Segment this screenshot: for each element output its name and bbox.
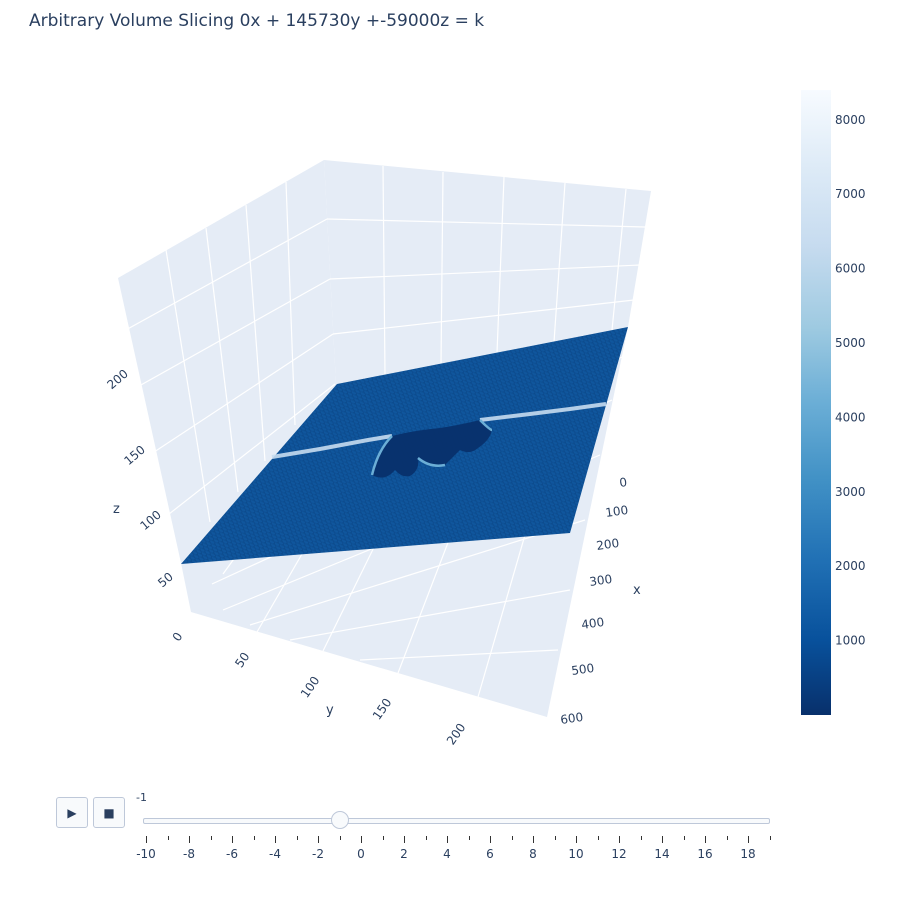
slider-tick xyxy=(210,836,212,840)
slider-label: 2 xyxy=(400,847,408,861)
colorbar-tick-label: 5000 xyxy=(835,336,866,350)
slider-tick xyxy=(619,836,620,843)
y-tick-label: 0 xyxy=(170,630,186,644)
surface-ridge-right xyxy=(479,402,607,422)
slider-label: -4 xyxy=(269,847,281,861)
slice-surface[interactable] xyxy=(181,327,628,564)
slider-label: -8 xyxy=(183,847,195,861)
x-tick-label: 100 xyxy=(604,503,629,520)
slider-label: 10 xyxy=(568,847,584,861)
z-tick-label: 100 xyxy=(137,508,164,533)
back-wall-yz xyxy=(118,160,336,563)
slider-tick xyxy=(468,836,470,840)
colorbar-tick-label: 2000 xyxy=(835,559,866,573)
slider-tick xyxy=(490,836,491,843)
slider-tick xyxy=(382,836,384,840)
slider-tick xyxy=(576,836,577,843)
slider-label: 8 xyxy=(529,847,537,861)
slider-tick xyxy=(662,836,663,843)
y-tick-label: 100 xyxy=(298,674,323,701)
slider-tick xyxy=(318,836,319,843)
slider-current-label: -1 xyxy=(136,791,147,804)
slider-tick xyxy=(275,836,276,843)
x-axis-title: x xyxy=(633,583,641,598)
slider-grip[interactable] xyxy=(330,811,349,829)
y-tick-label: 150 xyxy=(370,696,395,723)
y-axis-title: y xyxy=(326,703,334,718)
x-tick-label: 400 xyxy=(580,615,605,632)
chart-title: Arbitrary Volume Slicing 0x + 145730y +-… xyxy=(29,11,485,31)
colorbar-tick-label: 7000 xyxy=(835,187,866,201)
surface-feature-rim xyxy=(370,419,493,476)
slider-tick xyxy=(253,836,255,840)
x-tick-label: 300 xyxy=(588,572,613,589)
stop-button[interactable]: ■ xyxy=(93,797,125,828)
play-icon: ▶ xyxy=(67,805,77,820)
slider-tick xyxy=(533,836,534,843)
slider-tick xyxy=(554,836,556,840)
slider-label: 4 xyxy=(443,847,451,861)
slider-tick xyxy=(339,836,341,840)
slider-tick xyxy=(404,836,405,843)
slider-tick xyxy=(705,836,706,843)
slider-tick xyxy=(425,836,427,840)
y-tick-label: 200 xyxy=(444,721,469,748)
slider-label: 14 xyxy=(654,847,670,861)
slider-tick xyxy=(640,836,642,840)
slider-rail[interactable] xyxy=(143,818,770,824)
colorbar-tick-label: 8000 xyxy=(835,113,866,127)
colorbar-tick-label: 1000 xyxy=(835,634,866,648)
slider-tick xyxy=(232,836,233,843)
slider-label: 12 xyxy=(611,847,627,861)
colorbar-tick-label: 6000 xyxy=(835,262,866,276)
surface-feature xyxy=(372,420,492,478)
z-tick-label: 200 xyxy=(104,367,131,392)
slider-tick xyxy=(597,836,599,840)
colorbar-ticks: 1000 2000 3000 4000 5000 6000 7000 8000 xyxy=(835,113,866,648)
y-tick-label: 50 xyxy=(232,650,252,671)
stop-icon: ■ xyxy=(103,805,115,820)
slider-tick xyxy=(683,836,685,840)
slider-tick xyxy=(296,836,298,840)
slider-tick xyxy=(189,836,190,843)
slider-tick xyxy=(447,836,448,843)
slider-label: -10 xyxy=(136,847,156,861)
slider-tick xyxy=(511,836,513,840)
z-tick-label: 50 xyxy=(155,570,176,591)
surface-ridge-left xyxy=(271,434,393,459)
x-tick-label: 0 xyxy=(618,475,628,490)
x-tick-label: 600 xyxy=(559,710,584,727)
slider-tick xyxy=(748,836,749,843)
z-axis-title: z xyxy=(113,502,120,517)
colorbar-tick-label: 3000 xyxy=(835,485,866,499)
slider-tick xyxy=(361,836,362,843)
play-button[interactable]: ▶ xyxy=(56,797,88,828)
slider-label: -6 xyxy=(226,847,238,861)
slider-label: -2 xyxy=(312,847,324,861)
colorbar xyxy=(801,90,831,715)
slider-label: 16 xyxy=(697,847,713,861)
slider-tick xyxy=(726,836,728,840)
z-tick-label: 150 xyxy=(121,443,148,468)
slider-tick xyxy=(146,836,147,843)
slider-tick xyxy=(167,836,169,840)
colorbar-tick-label: 4000 xyxy=(835,410,866,424)
slider-label: 18 xyxy=(740,847,756,861)
slider-tick xyxy=(769,836,771,840)
slider-label: 6 xyxy=(486,847,494,861)
x-tick-label: 200 xyxy=(595,536,620,553)
slider-label: 0 xyxy=(357,847,365,861)
x-tick-label: 500 xyxy=(570,661,595,678)
